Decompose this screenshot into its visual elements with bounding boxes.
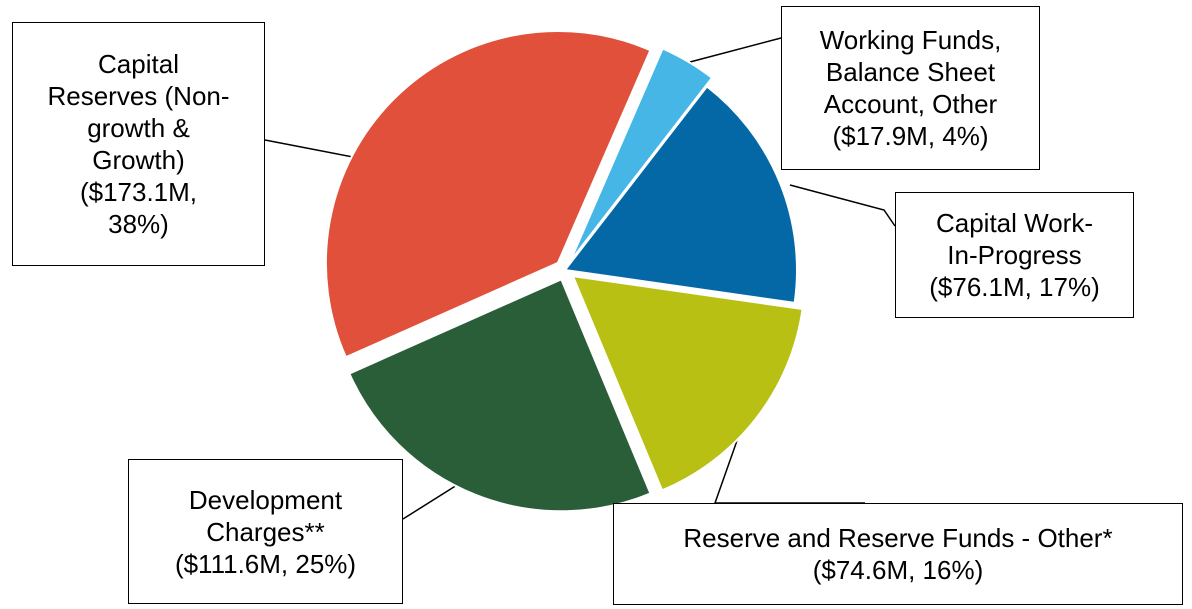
leader-working-funds xyxy=(689,37,782,63)
slice-reserve-funds-other xyxy=(571,274,804,492)
label-working-funds: Working Funds, Balance Sheet Account, Ot… xyxy=(781,6,1040,170)
leader-development-charges xyxy=(402,479,466,520)
slice-development-charges xyxy=(347,277,652,513)
slice-capital-wip xyxy=(563,85,798,305)
slice-capital-reserves xyxy=(324,30,652,359)
leader-capital-wip xyxy=(789,184,896,227)
slice-working-funds xyxy=(569,47,714,263)
pie-slices xyxy=(324,30,804,513)
label-development-charges: Development Charges** ($111.6M, 25%) xyxy=(128,459,403,604)
label-capital-reserves: Capital Reserves (Non- growth & Growth) … xyxy=(12,22,265,266)
label-capital-wip: Capital Work- In-Progress ($76.1M, 17%) xyxy=(895,192,1134,318)
label-reserve-funds-other: Reserve and Reserve Funds - Other* ($74.… xyxy=(613,503,1183,605)
